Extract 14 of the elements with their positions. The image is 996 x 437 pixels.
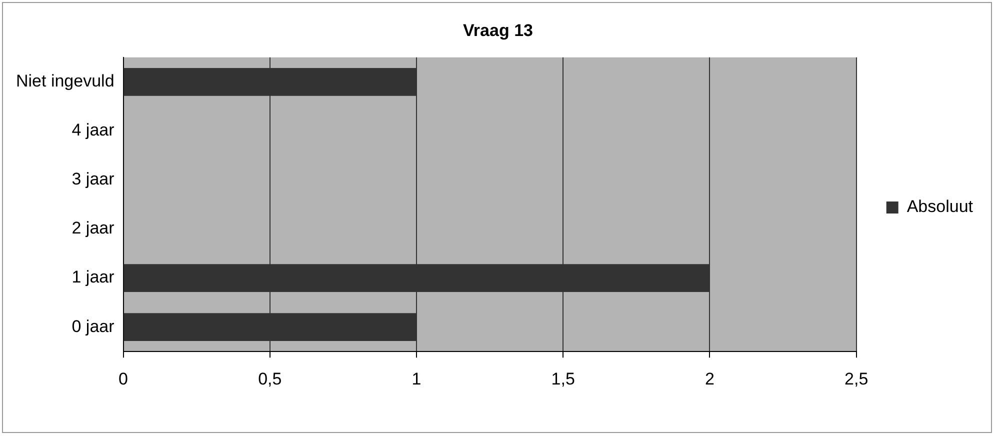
y-tick-label: 4 jaar	[72, 120, 115, 140]
y-tick-label: 1 jaar	[72, 268, 115, 287]
x-tick-label: 2,5	[844, 369, 868, 388]
x-tick-label: 0,5	[258, 369, 282, 388]
x-tick-label: 2	[704, 369, 714, 388]
legend-label: Absoluut	[906, 197, 974, 216]
x-tick-label: 0	[118, 369, 128, 388]
y-tick-label: 2 jaar	[72, 218, 115, 238]
chart-title: Vraag 13	[463, 20, 533, 40]
y-tick-label: Niet ingevuld	[16, 72, 114, 91]
y-tick-label: 3 jaar	[72, 170, 115, 189]
x-tick-label: 1,5	[551, 369, 575, 388]
y-tick-label: 0 jaar	[72, 316, 115, 336]
x-tick-label: 1	[412, 369, 422, 388]
